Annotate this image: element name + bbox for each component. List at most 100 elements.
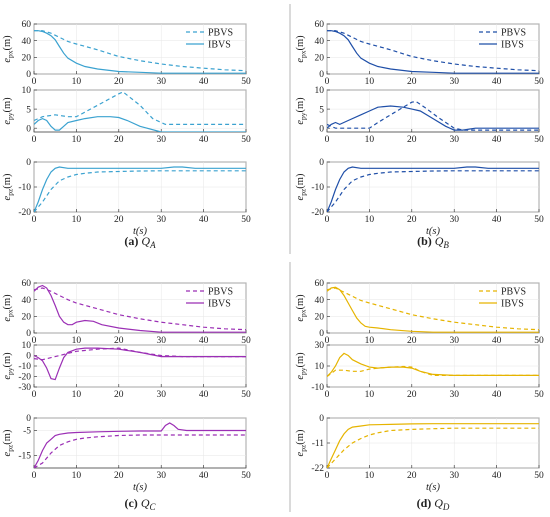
y-tick-label: 20 xyxy=(22,313,32,323)
x-tick-label: 0 xyxy=(325,135,330,145)
caption: (c) QC xyxy=(124,496,156,512)
y-axis-label-unit: (m) xyxy=(2,97,13,113)
x-tick-label: 0 xyxy=(32,215,37,225)
x-tick-label: 20 xyxy=(407,471,417,481)
x-tick-label: 50 xyxy=(534,135,544,145)
y-tick-label: -5 xyxy=(23,427,31,437)
y-axis-label: epy(m) xyxy=(295,352,308,380)
x-tick-label: 20 xyxy=(114,390,124,400)
y-axis-label-unit: (m) xyxy=(2,173,13,189)
x-tick-label: 50 xyxy=(534,390,544,400)
y-axis-label-sub: py xyxy=(6,112,15,120)
y-tick-label: -11 xyxy=(312,439,325,449)
y-tick-label: 5 xyxy=(319,105,324,115)
y-axis-label-unit: (m) xyxy=(295,35,306,51)
y-tick-label: 5 xyxy=(26,105,31,115)
panel-a-3: -20 -10 0 0 10 20 30 40 50 epz(m) t(s) xyxy=(2,158,251,237)
x-tick-label: 30 xyxy=(156,135,166,145)
caption-subscript: B xyxy=(443,240,449,250)
series-line-pbvs xyxy=(327,100,539,131)
x-tick-label: 0 xyxy=(325,390,330,400)
x-tick-label: 40 xyxy=(492,215,502,225)
y-tick-label: 10 xyxy=(22,86,32,96)
y-axis-label-sub: pz xyxy=(299,444,308,452)
x-tick-label: 30 xyxy=(156,471,166,481)
x-tick-label: 40 xyxy=(492,471,502,481)
y-axis-label-sub: py xyxy=(299,367,308,375)
y-axis-label-main: e xyxy=(2,451,13,456)
x-axis-label: t(s) xyxy=(133,482,148,493)
series-line-ibvs xyxy=(327,166,539,212)
caption-label: (c) xyxy=(124,496,140,510)
series-line-ibvs xyxy=(327,352,539,377)
legend-label-pbvs: PBVS xyxy=(501,28,526,39)
caption-symbol: Q xyxy=(141,234,150,248)
x-tick-label: 0 xyxy=(32,336,37,346)
x-axis-label: t(s) xyxy=(426,482,441,493)
y-axis-label-sub: px xyxy=(299,50,308,58)
x-tick-label: 10 xyxy=(72,135,82,145)
series-line-ibvs xyxy=(327,286,539,333)
y-axis-label-main: e xyxy=(295,58,306,63)
x-tick-label: 10 xyxy=(365,135,375,145)
y-axis-label: epy(m) xyxy=(2,97,15,125)
plot-frame xyxy=(33,417,247,469)
y-tick-label: 60 xyxy=(315,279,325,289)
legend-label-ibvs: IBVS xyxy=(501,299,524,310)
caption-subscript: C xyxy=(149,502,156,512)
y-axis-label-main: e xyxy=(295,317,306,322)
x-tick-label: 10 xyxy=(365,390,375,400)
x-tick-label: 50 xyxy=(241,135,251,145)
y-axis-label-unit: (m) xyxy=(295,294,306,310)
y-tick-label: -10 xyxy=(18,183,31,193)
y-tick-label: 0 xyxy=(319,329,324,339)
series-line-ibvs xyxy=(34,30,246,74)
y-tick-label: 10 xyxy=(315,362,325,372)
x-tick-label: 10 xyxy=(72,471,82,481)
y-tick-label: -20 xyxy=(311,208,324,218)
x-tick-label: 40 xyxy=(199,390,209,400)
y-axis-label-unit: (m) xyxy=(2,352,13,368)
y-tick-label: 0 xyxy=(319,158,324,168)
x-tick-label: 0 xyxy=(325,336,330,346)
x-tick-label: 10 xyxy=(365,215,375,225)
y-tick-label: 20 xyxy=(315,313,325,323)
legend-label-ibvs: IBVS xyxy=(208,299,231,310)
y-axis-label-unit: (m) xyxy=(295,429,306,445)
y-axis-label-sub: py xyxy=(6,367,15,375)
y-tick-label: -10 xyxy=(311,383,324,393)
x-axis-label: t(s) xyxy=(426,226,441,237)
x-tick-label: 0 xyxy=(32,77,37,87)
series-line-pbvs xyxy=(34,170,246,212)
series-line-pbvs xyxy=(34,91,246,126)
x-tick-label: 50 xyxy=(241,471,251,481)
series-line-pbvs xyxy=(327,170,539,212)
x-tick-label: 50 xyxy=(534,471,544,481)
plot-frame xyxy=(33,89,247,133)
x-tick-label: 40 xyxy=(199,77,209,87)
y-tick-label: 20 xyxy=(22,54,32,64)
y-tick-label: -22 xyxy=(311,464,324,474)
x-axis-label: t(s) xyxy=(133,226,148,237)
y-tick-label: 0 xyxy=(26,352,31,362)
x-tick-label: 0 xyxy=(32,471,37,481)
y-tick-label: 0 xyxy=(26,414,31,424)
x-tick-label: 40 xyxy=(492,336,502,346)
series-line-pbvs xyxy=(327,427,539,468)
y-axis-label-main: e xyxy=(2,375,13,380)
x-tick-label: 40 xyxy=(199,471,209,481)
series-line-ibvs xyxy=(34,422,246,468)
x-tick-label: 20 xyxy=(407,135,417,145)
x-tick-label: 40 xyxy=(199,215,209,225)
legend-label-ibvs: IBVS xyxy=(501,40,524,51)
caption: (a) QA xyxy=(124,234,156,250)
y-axis-label-main: e xyxy=(295,375,306,380)
